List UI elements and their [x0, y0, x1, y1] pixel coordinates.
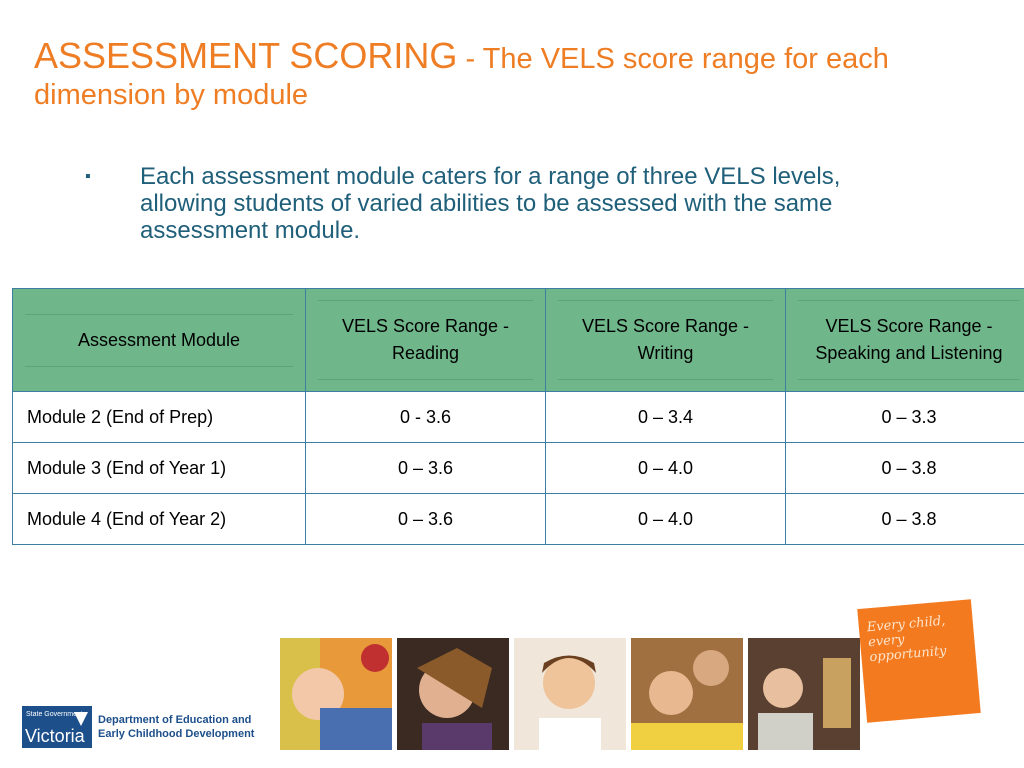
table-row: Module 4 (End of Year 2) 0 – 3.6 0 – 4.0… — [12, 493, 1024, 545]
table-header-row: Assessment Module VELS Score Range - Rea… — [12, 288, 1024, 392]
slide-title: ASSESSMENT SCORING - The VELS score rang… — [34, 34, 994, 113]
table-cell: 0 – 3.6 — [305, 442, 546, 494]
square-bullet-icon: ▪ — [85, 168, 91, 185]
table-cell: Module 3 (End of Year 1) — [12, 442, 306, 494]
header-reading: VELS Score Range - Reading — [305, 288, 546, 392]
bullet-item: ▪ Each assessment module caters for a ra… — [85, 163, 945, 244]
score-table: Assessment Module VELS Score Range - Rea… — [12, 288, 1024, 545]
title-sub: - The VELS score range for each dimensio… — [34, 43, 889, 111]
table-cell: 0 – 3.8 — [785, 442, 1024, 494]
photo-strip — [280, 638, 860, 750]
bullet-text: Each assessment module caters for a rang… — [140, 163, 841, 244]
victoria-logo-mark: State Government Victoria — [22, 706, 92, 748]
table-cell: Module 2 (End of Prep) — [12, 391, 306, 443]
students-classroom-photo — [748, 638, 860, 750]
table-cell: 0 - 3.6 — [305, 391, 546, 443]
baby-photo — [280, 638, 392, 750]
header-writing: VELS Score Range - Writing — [545, 288, 786, 392]
table-cell: 0 – 3.6 — [305, 493, 546, 545]
table-row: Module 2 (End of Prep) 0 - 3.6 0 – 3.4 0… — [12, 391, 1024, 443]
table-cell: 0 – 4.0 — [545, 493, 786, 545]
table-cell: Module 4 (End of Year 2) — [12, 493, 306, 545]
table-cell: 0 – 4.0 — [545, 442, 786, 494]
girl-with-teacher-photo — [631, 638, 743, 750]
boy-photo — [514, 638, 626, 750]
title-main: ASSESSMENT SCORING — [34, 35, 458, 76]
header-speaking-listening: VELS Score Range - Speaking and Listenin… — [785, 288, 1024, 392]
table-cell: 0 – 3.8 — [785, 493, 1024, 545]
table-row: Module 3 (End of Year 1) 0 – 3.6 0 – 4.0… — [12, 442, 1024, 494]
department-name: Department of Education and Early Childh… — [98, 714, 255, 740]
header-assessment-module: Assessment Module — [12, 288, 306, 392]
victoria-logo: State Government Victoria Department of … — [22, 706, 254, 748]
table-cell: 0 – 3.4 — [545, 391, 786, 443]
child-painted-hands-photo — [397, 638, 509, 750]
tagline-badge: Every child, every opportunity — [857, 599, 981, 723]
table-cell: 0 – 3.3 — [785, 391, 1024, 443]
